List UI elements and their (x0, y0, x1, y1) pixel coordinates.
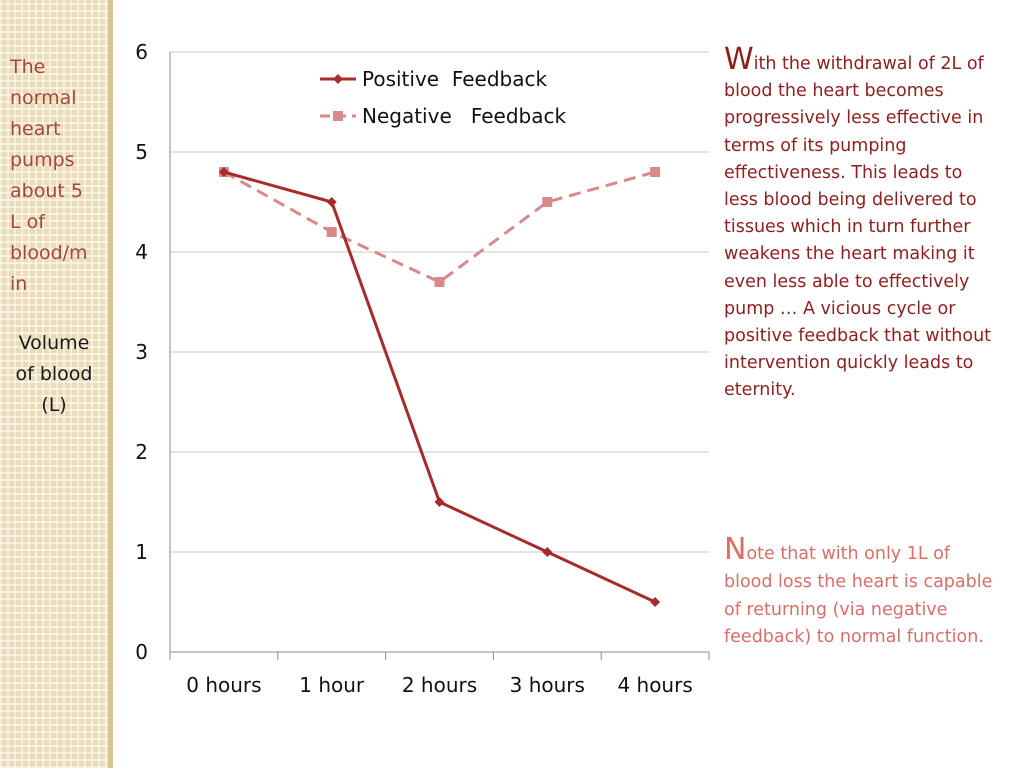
chart-legend: Positive Feedback Negative Feedback (320, 67, 566, 128)
data-point-positive-1 (326, 197, 337, 207)
series-negative (218, 167, 661, 287)
data-point-positive-0 (218, 167, 229, 177)
y-tick-label-4: 4 (135, 240, 148, 264)
paragraph-positive-text: ith the withdrawal of 2L of blood the he… (724, 54, 992, 401)
series-line-negative (223, 170, 656, 284)
explanation-paragraph-negative: Note that with only 1L of blood loss the… (724, 535, 999, 652)
drop-cap-w: W (724, 42, 754, 77)
series-line-positive (223, 170, 656, 604)
y-tick-label-2: 2 (135, 440, 148, 464)
series-positive (218, 167, 661, 607)
data-point-negative-3 (542, 197, 553, 207)
left-note: The normal heart pumps about 5 L of bloo… (10, 56, 88, 295)
side-strip-edge (108, 0, 113, 768)
y-axis-label: Volume of blood (L) (15, 332, 93, 416)
x-tick-label-3: 3 hours (510, 673, 585, 697)
paragraph-negative-text: ote that with only 1L of blood loss the … (724, 544, 993, 648)
data-point-negative-4 (650, 167, 661, 177)
legend-label-negative: Negative Feedback (362, 104, 566, 128)
explanation-paragraph-positive: With the withdrawal of 2L of blood the h… (724, 45, 999, 405)
y-tick-label-0: 0 (135, 640, 148, 664)
chart-tick-labels: 0 1 2 3 4 5 6 0 hours 1 hour 2 hours 3 hours 4 hour… (135, 40, 692, 697)
y-tick-label-5: 5 (135, 140, 148, 164)
x-tick-label-4: 4 hours (617, 673, 692, 697)
drop-cap-n: N (724, 532, 747, 567)
y-tick-label-1: 1 (135, 540, 148, 564)
x-tick-label-0: 0 hours (186, 673, 261, 697)
legend-label-positive: Positive Feedback (362, 67, 547, 91)
x-tick-label-2: 2 hours (402, 673, 477, 697)
chart-axes (169, 52, 710, 660)
decorative-side-strip (0, 0, 113, 768)
x-tick-label-1: 1 hour (299, 673, 365, 697)
legend-marker-positive (333, 74, 343, 84)
y-tick-label-6: 6 (135, 40, 148, 64)
legend-marker-negative (333, 111, 343, 121)
data-point-positive-4 (650, 597, 661, 607)
chart-series (218, 167, 661, 607)
data-point-negative-2 (434, 277, 445, 287)
line-chart: 0 1 2 3 4 5 6 0 hours 1 hour 2 hours 3 hours 4 hour… (135, 40, 710, 697)
data-point-positive-2 (434, 497, 445, 507)
data-point-positive-3 (542, 547, 553, 557)
data-point-negative-1 (326, 227, 337, 237)
chart-grid (170, 51, 709, 553)
y-tick-label-3: 3 (135, 340, 148, 364)
